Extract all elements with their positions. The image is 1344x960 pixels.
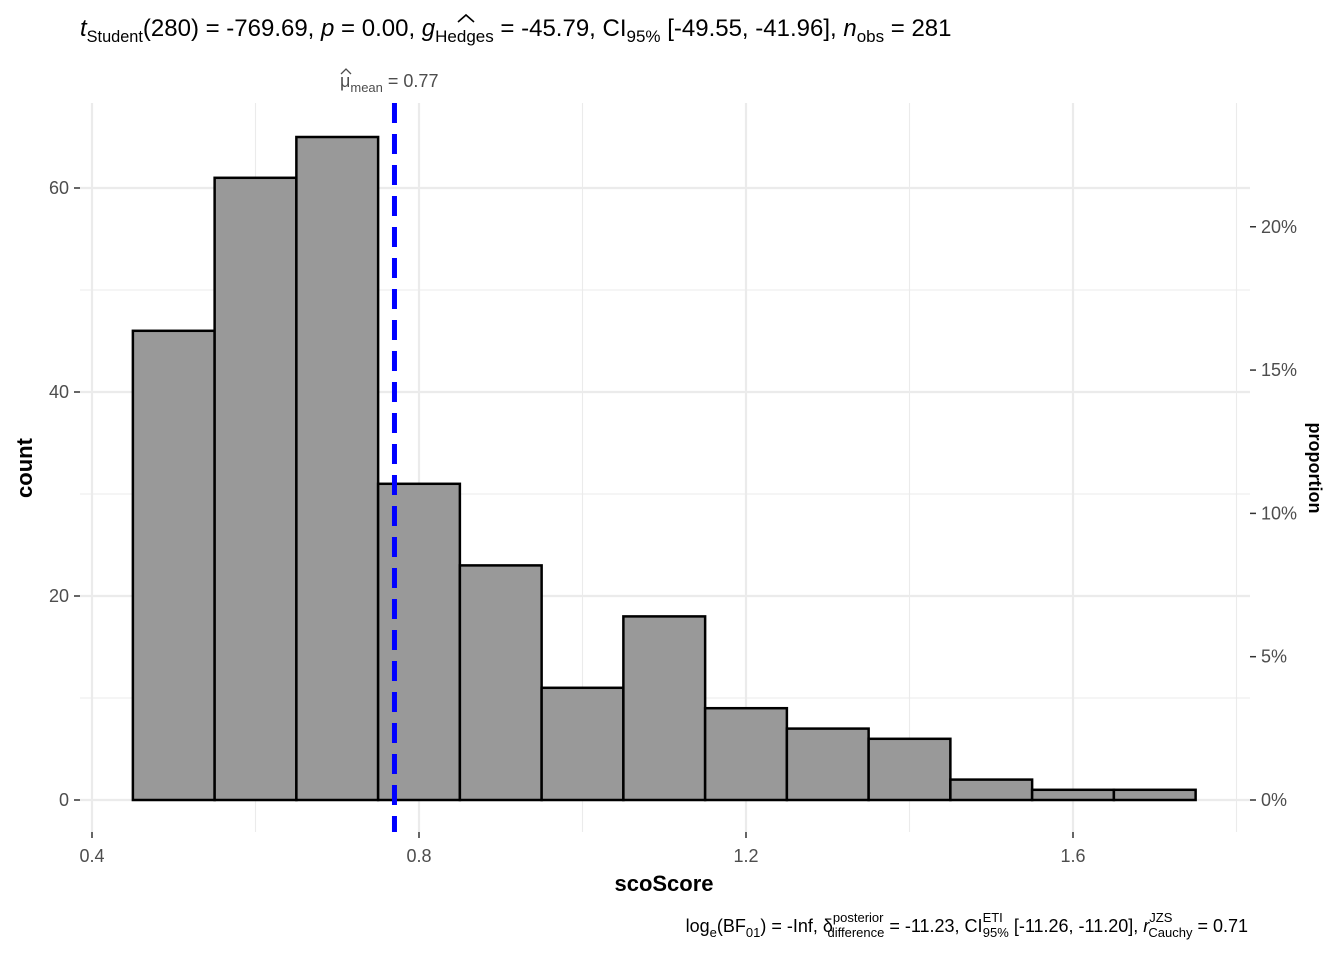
n-subscript: obs — [857, 27, 884, 46]
x-axis-title: scoScore — [614, 871, 713, 896]
histogram-bars — [131, 135, 1197, 802]
y-tick-label: 0 — [59, 790, 69, 810]
histogram-bar — [703, 706, 789, 802]
x-tick-label: 0.4 — [79, 846, 104, 866]
bf-close: ) = -Inf, — [760, 916, 823, 936]
g-value: = -45.79, CI — [494, 15, 627, 42]
mu-value: = 0.77 — [383, 71, 439, 91]
bf-subscript: 01 — [746, 925, 760, 940]
y2-tick-label: 5% — [1261, 647, 1287, 667]
ci-subscript: 95% — [627, 27, 661, 46]
n-symbol: n — [843, 15, 856, 42]
mu-subscript: mean — [350, 80, 383, 95]
p-symbol: p — [320, 15, 334, 42]
log-subscript: e — [710, 925, 717, 940]
secondary-y-axis-title: proportion — [1305, 423, 1325, 514]
delta-symbol: δ — [823, 916, 833, 936]
histogram-bar — [213, 176, 298, 802]
t-subscript: Student — [87, 28, 144, 46]
bf-open: (BF — [717, 916, 746, 936]
x-tick-label: 0.8 — [406, 846, 431, 866]
r-symbol: r — [1143, 916, 1150, 936]
y-axis-ticks: 0 20 40 60 — [49, 178, 80, 810]
histogram-bar — [295, 135, 380, 802]
subtitle-top: tStudent(280) = -769.69, p = 0.00, gHedg… — [80, 15, 952, 46]
r-superscript: JZS — [1149, 910, 1172, 925]
y2-tick-label: 10% — [1261, 503, 1297, 523]
histogram-bar — [540, 686, 625, 802]
mu-hat-accent — [340, 68, 352, 75]
delta-superscript: posterior — [833, 910, 884, 925]
g-symbol: g — [422, 15, 436, 42]
delta-value: = -11.23, CI — [884, 916, 982, 936]
histogram-bar — [131, 329, 216, 802]
mean-label: μmean = 0.77 — [340, 71, 438, 95]
n-value: = 281 — [884, 15, 951, 42]
secondary-y-axis-ticks: 0% 5% 10% 15% 20% — [1250, 217, 1297, 810]
g-subscript: Hedges — [435, 27, 494, 46]
y-tick-label: 20 — [49, 586, 69, 606]
y2-tick-label: 15% — [1261, 360, 1297, 380]
ci-superscript: ETI — [983, 910, 1003, 925]
r-value: = 0.71 — [1192, 916, 1248, 936]
y-axis-title: count — [12, 437, 37, 498]
ci2-value: [-11.26, -11.20], — [1009, 916, 1143, 936]
mu-symbol: μ — [340, 71, 350, 91]
x-tick-label: 1.2 — [733, 846, 758, 866]
y-tick-label: 40 — [49, 382, 69, 402]
histogram-bar — [622, 615, 707, 802]
y-tick-label: 60 — [49, 178, 69, 198]
y2-tick-label: 20% — [1261, 217, 1297, 237]
ci2-subscript: 95% — [983, 925, 1009, 940]
caption-bottom: loge(BF01) = -Inf, δposterior difference … — [686, 910, 1248, 940]
x-tick-label: 1.6 — [1060, 846, 1085, 866]
histogram-bar — [1030, 788, 1116, 802]
y2-tick-label: 0% — [1261, 790, 1287, 810]
histogram-bar — [867, 737, 952, 802]
r-subscript: Cauchy — [1148, 925, 1193, 940]
t-value: (280) = -769.69, — [143, 15, 321, 42]
histogram-bar — [1112, 788, 1197, 802]
p-value: = 0.00, — [334, 15, 421, 42]
t-symbol: t — [80, 15, 88, 42]
delta-subscript: difference — [827, 925, 884, 940]
g-hat-accent — [457, 13, 475, 23]
log-prefix: log — [686, 916, 710, 936]
ci-value: [-49.55, -41.96], — [661, 15, 844, 42]
histogram-bar — [458, 564, 543, 802]
histogram-bar — [949, 778, 1034, 802]
histogram-bar — [785, 727, 870, 802]
histogram-bar — [376, 482, 462, 802]
x-axis-ticks: 0.4 0.8 1.2 1.6 — [79, 832, 1086, 866]
